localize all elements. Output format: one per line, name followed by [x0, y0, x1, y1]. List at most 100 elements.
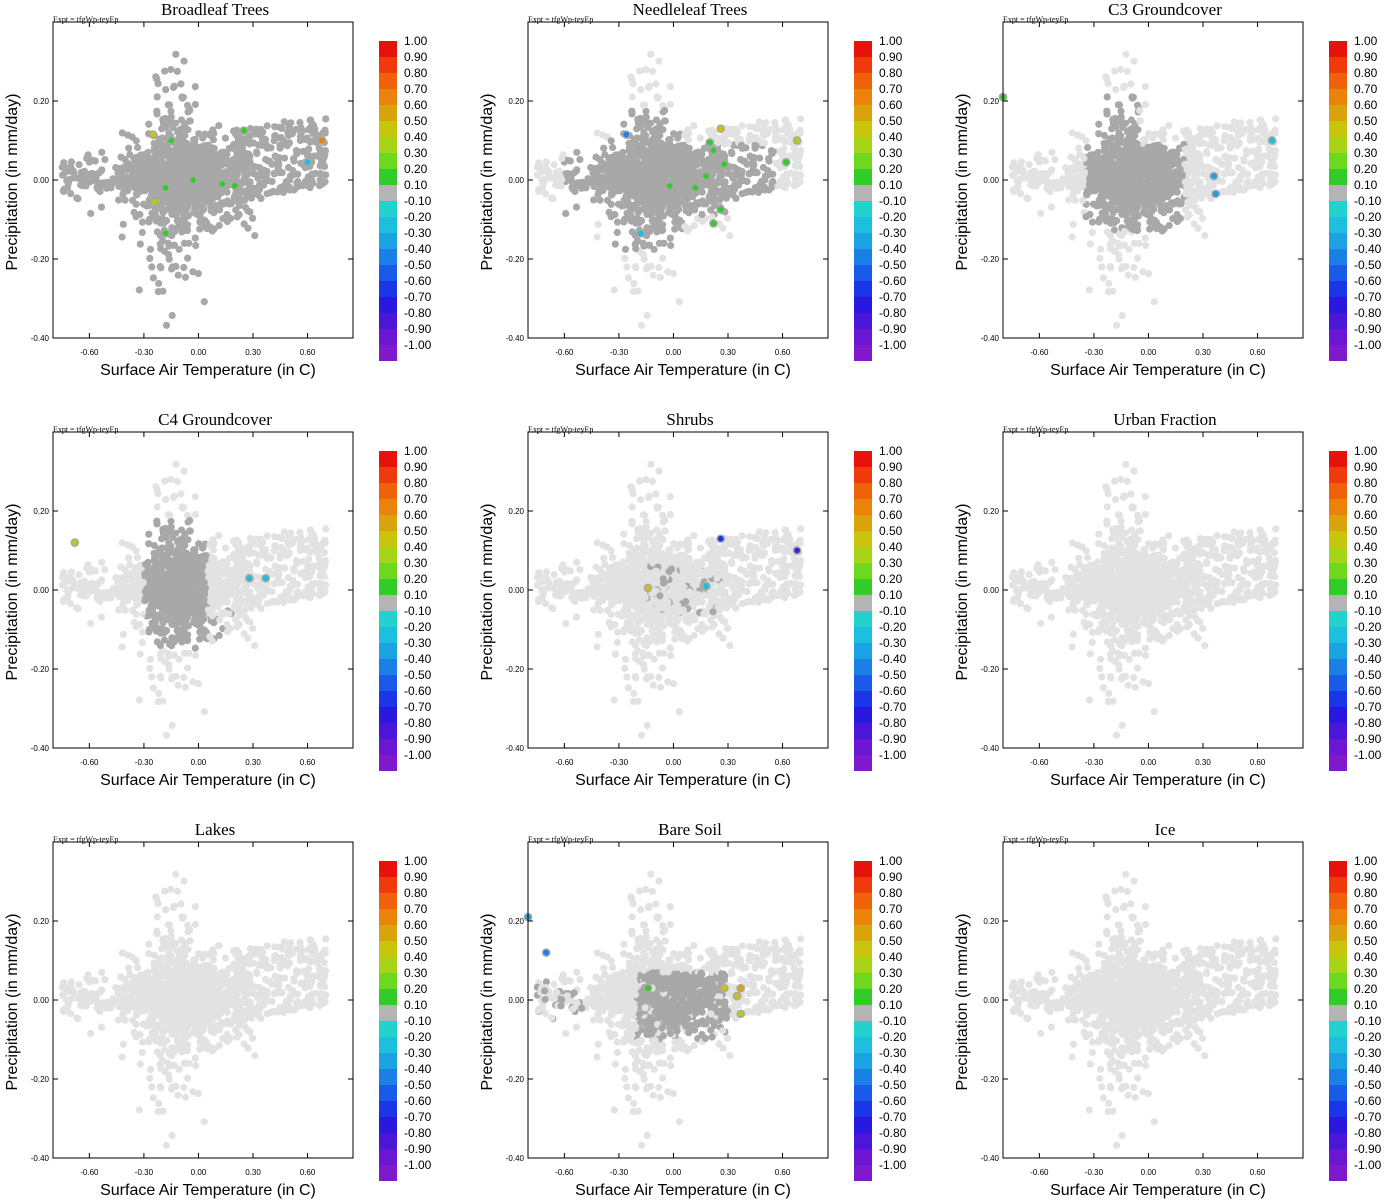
- y-tick-label: 0.20: [983, 97, 999, 106]
- grid-point: [1209, 129, 1216, 136]
- grid-point: [175, 207, 182, 214]
- grid-point: [151, 140, 158, 147]
- grid-point: [163, 322, 170, 329]
- grid-point: [624, 189, 631, 196]
- grid-point: [649, 165, 656, 172]
- grid-point: [169, 263, 176, 270]
- correlation-point: [710, 220, 717, 227]
- grid-point: [89, 172, 96, 179]
- grid-point: [1125, 207, 1132, 214]
- correlation-point: [149, 131, 156, 138]
- colorbar-label: -0.40: [1354, 242, 1382, 256]
- grid-point: [185, 165, 192, 172]
- grid-point: [1230, 183, 1237, 190]
- grid-point: [1116, 136, 1123, 143]
- grid-point: [740, 177, 747, 184]
- grid-point: [1133, 140, 1140, 147]
- grid-point: [629, 93, 636, 100]
- grid-point: [150, 274, 157, 281]
- y-axis-label: Precipitation (in mm/day): [954, 94, 971, 271]
- grid-point: [1181, 161, 1188, 168]
- grid-point: [208, 151, 215, 158]
- panel: C4 GroundcoverExpt = tfgWp-teyEp-0.60 -0.…: [4, 410, 432, 789]
- grid-point: [223, 211, 230, 218]
- grid-point: [1258, 171, 1265, 178]
- grid-point: [1089, 229, 1096, 236]
- grid-point: [1069, 129, 1076, 136]
- grid-point: [562, 210, 569, 217]
- colorbar-swatch: [379, 105, 397, 121]
- grid-point: [1095, 202, 1102, 209]
- grid-point: [655, 264, 662, 271]
- grid-point: [149, 189, 156, 196]
- grid-point: [1121, 228, 1128, 235]
- colorbar-swatch: [854, 153, 872, 169]
- grid-point: [1016, 167, 1023, 174]
- colorbar-label: 0.90: [1354, 50, 1378, 64]
- grid-point: [95, 169, 102, 176]
- grid-point: [157, 264, 164, 271]
- grid-point: [1259, 130, 1266, 137]
- grid-point: [251, 163, 258, 170]
- grid-point: [636, 190, 643, 197]
- y-tick-label: 0.00: [508, 176, 524, 185]
- colorbar-label: -0.10: [404, 194, 432, 208]
- colorbar-label: 0.40: [404, 130, 428, 144]
- grid-point: [596, 156, 603, 163]
- grid-point: [120, 221, 127, 228]
- grid-point: [1101, 201, 1108, 208]
- grid-point: [251, 130, 258, 137]
- colorbar-label: -0.90: [1354, 322, 1382, 336]
- grid-point: [1106, 183, 1113, 190]
- colorbar-swatch: [1329, 137, 1347, 153]
- grid-point: [1026, 161, 1033, 168]
- grid-point: [169, 312, 176, 319]
- grid-point: [250, 139, 257, 146]
- grid-point: [1121, 83, 1128, 90]
- grid-point: [674, 150, 681, 157]
- grid-point: [608, 137, 615, 144]
- grid-point: [659, 255, 666, 262]
- colorbar-label: -0.70: [404, 290, 432, 304]
- grid-point: [83, 155, 90, 162]
- colorbar-label: 0.50: [1354, 114, 1378, 128]
- grid-point: [644, 312, 651, 319]
- grid-point: [612, 241, 619, 248]
- grid-point: [265, 177, 272, 184]
- grid-point: [304, 152, 311, 159]
- grid-point: [1143, 156, 1150, 163]
- grid-point: [1095, 121, 1102, 128]
- grid-point: [181, 126, 188, 133]
- grid-point: [649, 68, 656, 75]
- colorbar-swatch: [1329, 121, 1347, 137]
- grid-point: [1214, 122, 1221, 129]
- colorbar-label: -0.30: [879, 226, 907, 240]
- grid-point: [192, 101, 199, 108]
- grid-point: [1100, 274, 1107, 281]
- grid-point: [620, 121, 627, 128]
- grid-point: [232, 190, 239, 197]
- grid-point: [1105, 167, 1112, 174]
- grid-point: [604, 197, 611, 204]
- grid-point: [1107, 245, 1114, 252]
- colorbar-swatch: [1329, 313, 1347, 329]
- grid-point: [165, 251, 172, 258]
- grid-point: [1145, 270, 1152, 277]
- grid-point: [253, 171, 260, 178]
- grid-point: [1115, 154, 1122, 161]
- grid-point: [621, 255, 628, 262]
- grid-point: [1166, 206, 1173, 213]
- grid-point: [1148, 208, 1155, 215]
- correlation-point: [1269, 137, 1276, 144]
- colorbar-swatch: [854, 201, 872, 217]
- grid-point: [1125, 272, 1132, 279]
- grid-point: [670, 270, 677, 277]
- grid-point: [681, 132, 688, 139]
- grid-point: [321, 127, 328, 134]
- colorbar-label: -0.50: [404, 258, 432, 272]
- grid-point: [1167, 190, 1174, 197]
- grid-point: [647, 200, 654, 207]
- grid-point: [734, 129, 741, 136]
- grid-point: [1259, 180, 1266, 187]
- grid-point: [1155, 197, 1162, 204]
